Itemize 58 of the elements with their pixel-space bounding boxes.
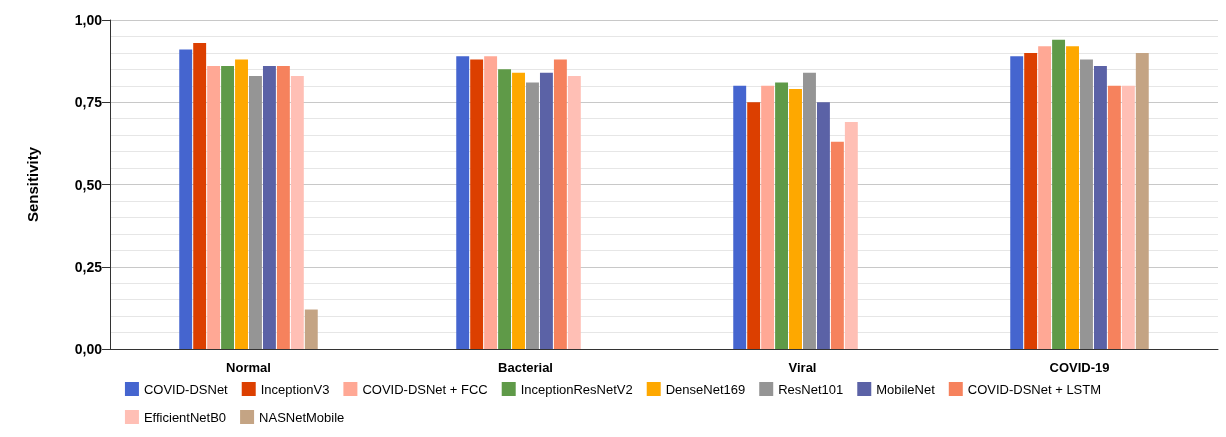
bar xyxy=(456,56,470,349)
bar xyxy=(567,75,581,349)
bar xyxy=(235,59,248,349)
y-tick-label: 0,00 xyxy=(74,341,103,357)
bar xyxy=(512,72,525,349)
bar xyxy=(470,59,484,349)
x-tick-label: COVID-19 xyxy=(1049,360,1110,375)
bar xyxy=(207,66,221,349)
legend-label: COVID-DSNet + LSTM xyxy=(967,381,1102,397)
bar xyxy=(276,66,290,349)
bar xyxy=(193,43,207,349)
y-tick-label: 0,50 xyxy=(74,176,103,193)
bar xyxy=(553,59,567,349)
legend-label: COVID-DSNet xyxy=(143,381,229,397)
bar xyxy=(844,121,858,349)
bar xyxy=(816,102,830,349)
bar xyxy=(761,85,775,349)
bar xyxy=(803,72,816,349)
bar xyxy=(539,72,553,349)
legend-label: InceptionResNetV2 xyxy=(520,381,633,397)
bar xyxy=(484,56,498,349)
bar xyxy=(1052,39,1066,349)
bar xyxy=(179,49,193,349)
bar xyxy=(1121,85,1135,349)
bar xyxy=(789,89,802,349)
bar xyxy=(1066,46,1079,349)
x-tick-label: Viral xyxy=(788,360,817,375)
bar xyxy=(290,75,304,349)
legend-label: InceptionV3 xyxy=(260,381,330,397)
bar xyxy=(747,102,761,349)
y-tick-label: 0,75 xyxy=(74,94,103,111)
bar xyxy=(1093,66,1107,349)
legend-label: ResNet101 xyxy=(778,381,844,397)
bar xyxy=(830,141,844,349)
legend-label: EfficientNetB0 xyxy=(143,409,227,425)
legend-label: COVID-DSNet + FCC xyxy=(362,381,488,397)
bar xyxy=(775,82,789,349)
bar xyxy=(304,309,318,349)
bar xyxy=(1135,52,1149,349)
bar xyxy=(526,82,539,349)
bar xyxy=(262,66,276,349)
bar xyxy=(1080,59,1093,349)
legend-label: DenseNet169 xyxy=(665,381,746,397)
y-axis-title: Sensitivity xyxy=(24,146,41,223)
legend-label: MobileNet xyxy=(876,381,936,397)
x-tick-label: Normal xyxy=(226,360,271,375)
y-tick-label: 0,25 xyxy=(74,258,103,275)
legend-label: NASNetMobile xyxy=(259,409,345,425)
y-tick-label: 1,00 xyxy=(74,12,103,28)
bar xyxy=(1010,56,1024,349)
bar xyxy=(1024,52,1038,349)
bar xyxy=(733,85,747,349)
bar xyxy=(221,66,235,349)
bar xyxy=(1107,85,1121,349)
bar xyxy=(249,75,262,349)
bar xyxy=(498,69,512,349)
bar xyxy=(1038,46,1052,349)
x-tick-label: Bacterial xyxy=(498,360,553,375)
